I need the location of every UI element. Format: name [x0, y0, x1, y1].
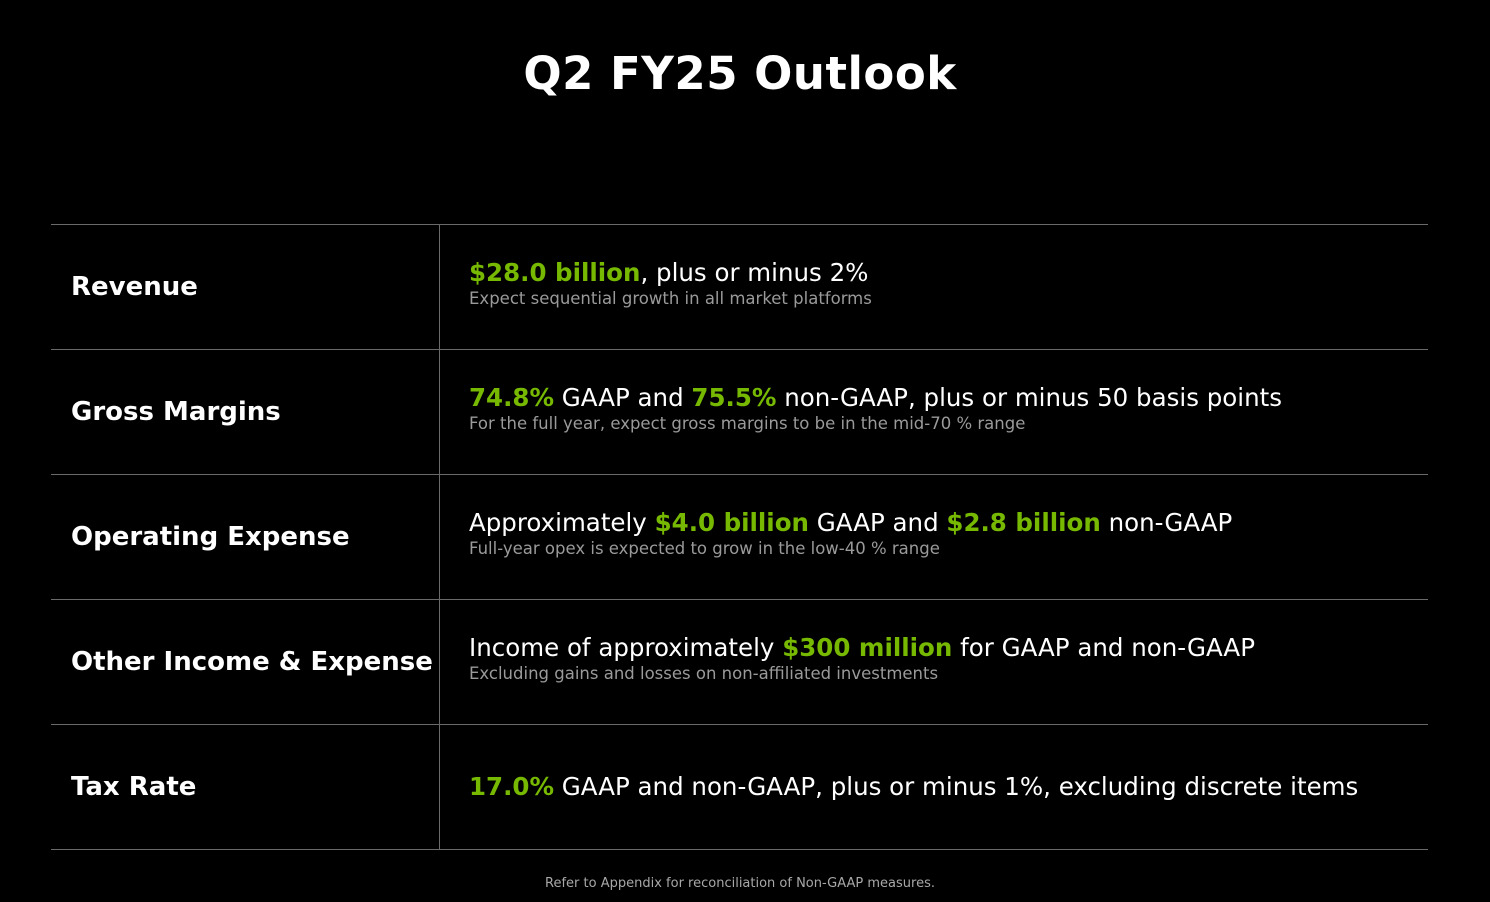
row-main-text: 74.8% GAAP and 75.5% non-GAAP, plus or m…	[469, 383, 1419, 413]
highlight-value: $300 million	[782, 633, 953, 662]
row-label: Other Income & Expense	[51, 600, 440, 724]
row-label: Revenue	[51, 225, 440, 349]
row-content: 74.8% GAAP and 75.5% non-GAAP, plus or m…	[469, 350, 1419, 474]
highlight-value: $2.8 billion	[946, 508, 1101, 537]
text-segment: , plus or minus 2%	[640, 258, 869, 287]
row-main-text: 17.0% GAAP and non-GAAP, plus or minus 1…	[469, 772, 1419, 802]
text-segment: Income of approximately	[469, 633, 783, 662]
row-main-text: Income of approximately $300 million for…	[469, 633, 1419, 663]
outlook-table: Revenue $28.0 billion, plus or minus 2% …	[51, 224, 1428, 850]
row-main-text: Approximately $4.0 billion GAAP and $2.8…	[469, 508, 1419, 538]
highlight-value: $4.0 billion	[654, 508, 809, 537]
text-segment: GAAP and	[554, 383, 692, 412]
row-content: Approximately $4.0 billion GAAP and $2.8…	[469, 475, 1419, 599]
table-row-tax-rate: Tax Rate 17.0% GAAP and non-GAAP, plus o…	[51, 725, 1428, 850]
row-label: Tax Rate	[51, 725, 440, 849]
row-main-text: $28.0 billion, plus or minus 2%	[469, 258, 1419, 288]
table-row-other-income-expense: Other Income & Expense Income of approxi…	[51, 600, 1428, 725]
text-segment: Approximately	[469, 508, 655, 537]
row-content: Income of approximately $300 million for…	[469, 600, 1419, 724]
table-row-revenue: Revenue $28.0 billion, plus or minus 2% …	[51, 225, 1428, 350]
row-subtext: For the full year, expect gross margins …	[469, 414, 1026, 433]
footnote: Refer to Appendix for reconciliation of …	[545, 876, 935, 891]
row-subtext: Excluding gains and losses on non-affili…	[469, 664, 939, 683]
table-row-operating-expense: Operating Expense Approximately $4.0 bil…	[51, 475, 1428, 600]
highlight-value: 17.0%	[469, 772, 554, 801]
text-segment: non-GAAP, plus or minus 50 basis points	[776, 383, 1282, 412]
highlight-value: $28.0 billion	[469, 258, 641, 287]
row-content: $28.0 billion, plus or minus 2% Expect s…	[469, 225, 1419, 349]
row-content: 17.0% GAAP and non-GAAP, plus or minus 1…	[469, 725, 1419, 849]
row-label: Gross Margins	[51, 350, 440, 474]
row-label: Operating Expense	[51, 475, 440, 599]
row-subtext: Expect sequential growth in all market p…	[469, 289, 872, 308]
highlight-value: 75.5%	[691, 383, 777, 412]
row-subtext: Full-year opex is expected to grow in th…	[469, 539, 940, 558]
text-segment: GAAP and non-GAAP, plus or minus 1%, exc…	[554, 772, 1359, 801]
text-segment: for GAAP and non-GAAP	[952, 633, 1255, 662]
page-title: Q2 FY25 Outlook	[523, 47, 957, 100]
highlight-value: 74.8%	[469, 383, 554, 412]
table-row-gross-margins: Gross Margins 74.8% GAAP and 75.5% non-G…	[51, 350, 1428, 475]
text-segment: non-GAAP	[1100, 508, 1233, 537]
text-segment: GAAP and	[808, 508, 947, 537]
